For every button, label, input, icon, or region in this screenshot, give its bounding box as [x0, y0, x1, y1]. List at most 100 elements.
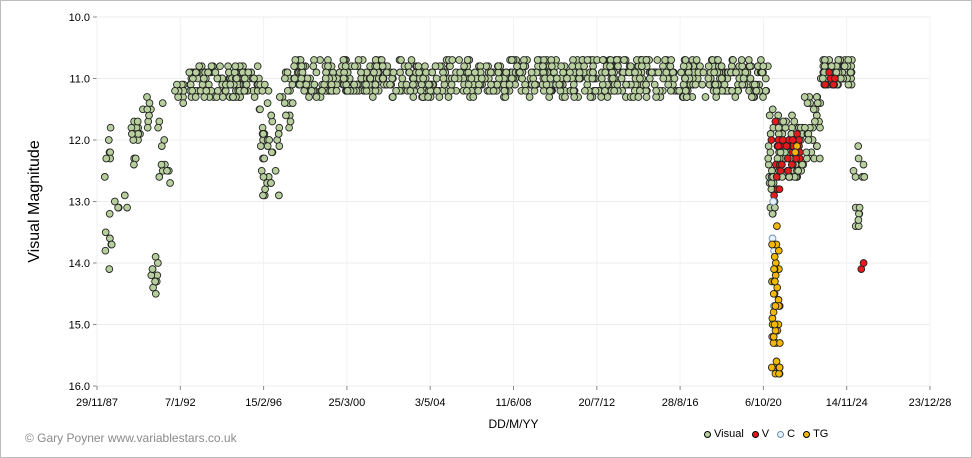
point-visual	[601, 68, 610, 77]
point-visual	[186, 80, 195, 89]
point-visual	[464, 80, 473, 89]
point-visual	[402, 80, 411, 89]
point-visual	[855, 203, 864, 212]
point-visual	[531, 80, 539, 89]
point-visual	[501, 93, 510, 101]
point-visual	[253, 62, 262, 71]
point-visual	[211, 68, 220, 77]
x-tick-label: 7/1/92	[165, 397, 196, 409]
point-visual	[386, 80, 394, 89]
point-visual	[267, 179, 275, 187]
point-visual	[613, 80, 622, 89]
point-visual	[516, 68, 524, 77]
point-visual	[505, 80, 514, 89]
point-visual	[102, 154, 111, 163]
y-tick-label: 16.0	[69, 381, 90, 393]
point-visual	[218, 93, 227, 101]
point-visual	[487, 80, 495, 89]
point-visual	[421, 62, 429, 71]
point-tg	[771, 271, 780, 280]
point-visual	[275, 93, 284, 101]
y-tick-label: 10.0	[69, 12, 90, 24]
point-visual	[389, 68, 398, 77]
point-visual	[288, 99, 297, 107]
point-visual	[617, 74, 626, 83]
point-visual	[744, 56, 753, 64]
point-visual	[282, 111, 290, 120]
point-tg	[771, 302, 780, 310]
y-tick-label: 11.0	[69, 74, 90, 86]
legend-label-tg: TG	[813, 428, 829, 440]
point-visual	[379, 74, 387, 83]
x-tick-label: 15/2/96	[245, 397, 282, 409]
point-visual	[154, 123, 162, 132]
point-visual	[759, 93, 767, 101]
point-visual	[398, 74, 407, 83]
point-visual	[195, 62, 204, 71]
legend-item-v: V	[751, 428, 769, 440]
point-visual	[202, 86, 211, 95]
point-visual	[816, 123, 824, 132]
point-tg	[791, 148, 800, 157]
point-visual	[123, 203, 131, 212]
point-visual	[174, 93, 182, 101]
point-visual	[597, 74, 606, 83]
point-visual	[813, 142, 821, 150]
point-visual	[409, 93, 418, 101]
point-visual	[761, 74, 770, 83]
point-tg	[775, 363, 784, 372]
y-axis-title: Visual Magnitude	[26, 140, 43, 263]
point-visual	[332, 86, 341, 95]
point-visual	[145, 99, 154, 107]
point-visual	[580, 62, 588, 71]
point-visual	[840, 62, 849, 71]
point-visual	[844, 56, 853, 64]
point-visual	[460, 62, 468, 71]
point-visual	[752, 86, 761, 95]
point-visual	[154, 259, 162, 267]
point-visual	[597, 93, 606, 101]
point-visual	[471, 68, 479, 77]
point-visual	[681, 74, 689, 83]
point-visual	[677, 68, 686, 77]
y-tick-label: 14.0	[69, 258, 90, 270]
point-visual	[158, 99, 167, 107]
point-visual	[450, 74, 459, 83]
point-visual	[774, 123, 783, 132]
point-visual	[764, 142, 773, 150]
point-visual	[666, 62, 675, 71]
point-tg	[771, 277, 779, 286]
point-visual	[188, 86, 197, 95]
point-visual	[521, 80, 529, 89]
point-visual	[591, 86, 600, 95]
point-visual	[731, 93, 740, 101]
point-visual	[280, 99, 289, 107]
point-visual	[133, 117, 142, 126]
point-visual	[486, 68, 495, 77]
point-visual	[637, 62, 646, 71]
point-v	[792, 154, 800, 163]
point-visual	[581, 86, 589, 95]
point-visual	[586, 93, 595, 101]
point-visual	[681, 56, 690, 64]
point-visual	[546, 86, 554, 95]
point-visual	[662, 68, 671, 77]
point-visual	[192, 68, 200, 77]
point-visual	[682, 93, 691, 101]
point-visual	[290, 74, 299, 83]
x-tick-label: 3/5/04	[415, 397, 446, 409]
y-tick-label: 15.0	[69, 320, 90, 332]
point-visual	[134, 130, 143, 138]
point-visual	[494, 62, 503, 71]
point-visual	[691, 80, 700, 89]
point-visual	[428, 68, 437, 77]
point-visual	[198, 80, 207, 89]
point-visual	[409, 80, 417, 89]
point-visual	[171, 86, 179, 95]
x-tick-label: 11/6/08	[496, 397, 532, 409]
point-visual	[701, 93, 710, 101]
point-visual	[583, 56, 592, 64]
point-visual	[477, 74, 486, 83]
point-visual	[419, 74, 428, 83]
legend: Visual V C TG	[704, 428, 828, 440]
